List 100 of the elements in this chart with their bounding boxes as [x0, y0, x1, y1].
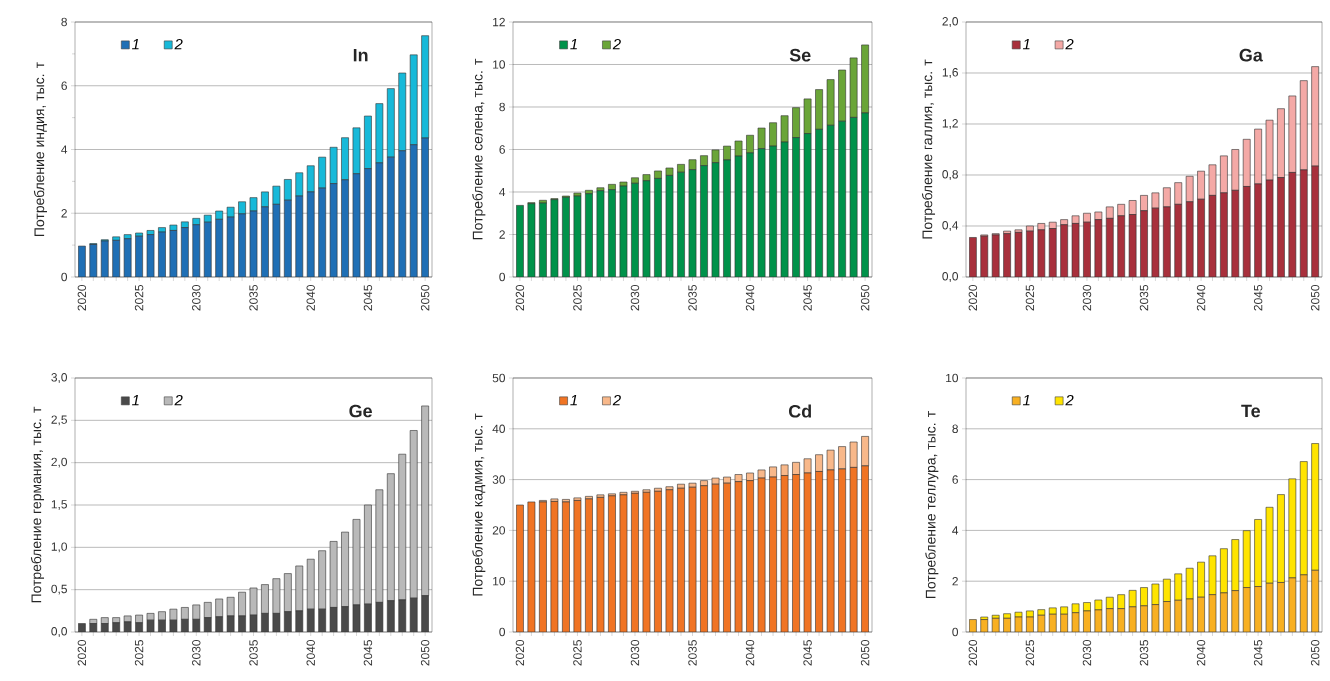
- y-tick-label: 10: [493, 60, 506, 69]
- text: Se: [789, 48, 811, 62]
- y-tick-label: 2,0: [51, 457, 68, 468]
- x-tick-label: 2040: [306, 639, 315, 666]
- x-tick-label: 2045: [1253, 285, 1263, 311]
- y-axis-title: Потребление кадмия, тыс. т: [472, 413, 486, 596]
- x-tick-label: 2030: [192, 639, 201, 666]
- x-tick-label: 2030: [1082, 639, 1092, 666]
- legend-label: 1: [570, 39, 577, 50]
- legend-label: 1: [132, 39, 139, 50]
- x-tick-label: 2020: [77, 639, 87, 666]
- x-tick-label: 2025: [573, 640, 582, 666]
- y-axis-title: Потребление селена, тыс. т: [472, 58, 486, 240]
- x-tick-label: 2035: [1139, 640, 1149, 666]
- y-tick-label: 0: [499, 272, 506, 282]
- x-tick-label: 2040: [1196, 284, 1206, 311]
- text: Cd: [788, 404, 811, 418]
- x-tick-label: 2050: [1310, 639, 1320, 666]
- y-tick-label: 3,0: [51, 373, 68, 383]
- x-tick-label: 2020: [515, 284, 525, 311]
- y-tick-label: 40: [492, 424, 506, 434]
- x-tick-label: 2020: [515, 639, 525, 666]
- legend-label: 2: [612, 394, 621, 406]
- legend-label: 2: [1065, 394, 1074, 406]
- x-tick-label: 2025: [134, 640, 144, 666]
- text: Te: [1241, 404, 1261, 418]
- x-tick-label: 2050: [420, 284, 430, 311]
- text: In: [353, 48, 368, 62]
- x-tick-label: 2040: [745, 284, 755, 311]
- x-tick-label: 2040: [306, 284, 315, 311]
- y-tick-label: 2,0: [942, 17, 959, 27]
- y-tick-label: 50: [492, 373, 506, 383]
- legend-label: 1: [132, 394, 139, 406]
- y-tick-label: 1,0: [51, 542, 68, 553]
- x-tick-label: 2035: [688, 640, 697, 666]
- x-tick-label: 2040: [745, 639, 755, 666]
- y-tick-label: 2: [61, 209, 67, 218]
- x-tick-label: 2050: [860, 284, 870, 311]
- text: Ga: [1239, 48, 1263, 62]
- x-tick-label: 2020: [968, 639, 978, 666]
- y-tick-label: 0,0: [51, 627, 68, 637]
- y-tick-label: 12: [493, 17, 505, 27]
- y-axis-title: Потребление германия, тыс. т: [30, 406, 45, 603]
- text: Ge: [349, 404, 372, 418]
- legend-label: 2: [1065, 38, 1074, 50]
- x-tick-label: 2035: [688, 285, 697, 311]
- x-tick-label: 2045: [1253, 640, 1263, 666]
- y-tick-label: 30: [492, 475, 506, 484]
- x-tick-label: 2045: [803, 285, 812, 311]
- legend-label: 1: [1022, 39, 1030, 50]
- legend-label: 2: [174, 38, 183, 50]
- legend-label: 1: [1022, 394, 1030, 406]
- y-tick-label: 10: [946, 373, 959, 383]
- x-tick-label: 2050: [1310, 284, 1320, 311]
- y-tick-label: 1,2: [942, 119, 958, 129]
- y-tick-label: 6: [499, 145, 505, 154]
- y-tick-label: 1,5: [51, 500, 67, 510]
- x-tick-label: 2020: [77, 284, 87, 311]
- y-tick-label: 10: [493, 576, 506, 586]
- y-tick-label: 4: [61, 145, 68, 154]
- x-tick-label: 2030: [1082, 284, 1092, 311]
- x-tick-label: 2030: [630, 284, 640, 311]
- y-axis-title: Потребление индия, тыс. т: [33, 62, 47, 236]
- y-tick-label: 0: [952, 627, 959, 637]
- y-tick-label: 8: [499, 102, 505, 112]
- y-axis-title: Потребление галлия, тыс. т: [921, 59, 936, 239]
- x-tick-label: 2035: [1139, 285, 1149, 311]
- legend-label: 2: [612, 38, 621, 50]
- y-tick-label: 6: [952, 475, 958, 484]
- legend-label: 1: [570, 394, 577, 406]
- legend-label: 2: [174, 394, 183, 406]
- x-tick-label: 2035: [249, 285, 258, 311]
- x-tick-label: 2045: [803, 640, 812, 666]
- y-tick-label: 4: [952, 526, 959, 535]
- x-tick-label: 2045: [363, 640, 373, 666]
- y-tick-label: 2: [499, 230, 505, 239]
- x-tick-label: 2025: [1025, 285, 1035, 311]
- x-tick-label: 2035: [249, 640, 258, 666]
- x-tick-label: 2025: [1025, 640, 1035, 666]
- x-tick-label: 2045: [363, 285, 373, 311]
- y-tick-label: 4: [499, 187, 506, 197]
- y-tick-label: 2: [952, 577, 958, 586]
- x-tick-label: 2050: [420, 639, 430, 666]
- y-tick-label: 2,5: [51, 415, 67, 426]
- x-tick-label: 2030: [192, 284, 201, 311]
- y-tick-label: 0: [61, 272, 68, 282]
- x-tick-label: 2040: [1196, 639, 1206, 666]
- x-tick-label: 2025: [134, 285, 144, 311]
- y-tick-label: 20: [492, 526, 506, 535]
- y-tick-label: 0: [499, 627, 506, 637]
- y-tick-label: 8: [952, 424, 958, 434]
- y-tick-label: 0,4: [942, 221, 959, 231]
- x-tick-label: 2030: [630, 639, 640, 666]
- y-tick-label: 0,5: [51, 584, 67, 595]
- x-tick-label: 2025: [573, 285, 582, 311]
- x-tick-label: 2020: [968, 284, 978, 311]
- y-tick-label: 0,8: [942, 170, 958, 180]
- y-tick-label: 8: [61, 17, 67, 27]
- y-tick-label: 0,0: [942, 272, 959, 282]
- y-axis-title: Потребление теллура, тыс. т: [925, 411, 939, 599]
